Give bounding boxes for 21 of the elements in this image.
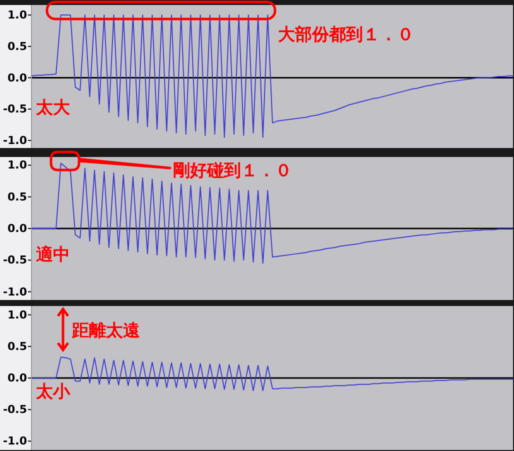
y-tick-label: 0.0 (8, 372, 28, 384)
y-tick-label: 1.0 (8, 158, 28, 172)
y-tick-label: 0.5 (8, 340, 27, 353)
y-tick-label: 0.0 (8, 222, 28, 235)
annotation: 大部份都到１．０ (278, 25, 414, 45)
y-tick-label: -1.0 (2, 434, 28, 448)
y-tick-label: -0.5 (2, 403, 27, 416)
y-tick-label: -1.0 (2, 134, 28, 147)
y-tick-label: -0.5 (2, 254, 27, 267)
y-tick-label: -1.0 (2, 285, 28, 298)
annotation: 距離太遠 (71, 321, 140, 341)
annotation: 太小 (35, 382, 71, 402)
annotation: 剛好碰到１．０ (173, 161, 292, 181)
y-tick-label: 0.5 (8, 190, 27, 204)
y-tick-label: 0.5 (8, 40, 27, 53)
y-tick-label: 1.0 (8, 8, 28, 22)
y-tick-label: 0.0 (8, 71, 28, 84)
annotation: 適中 (36, 245, 70, 265)
y-tick-label: -0.5 (2, 102, 27, 116)
annotation: 太大 (35, 98, 71, 118)
y-tick-label: 1.0 (8, 308, 28, 322)
